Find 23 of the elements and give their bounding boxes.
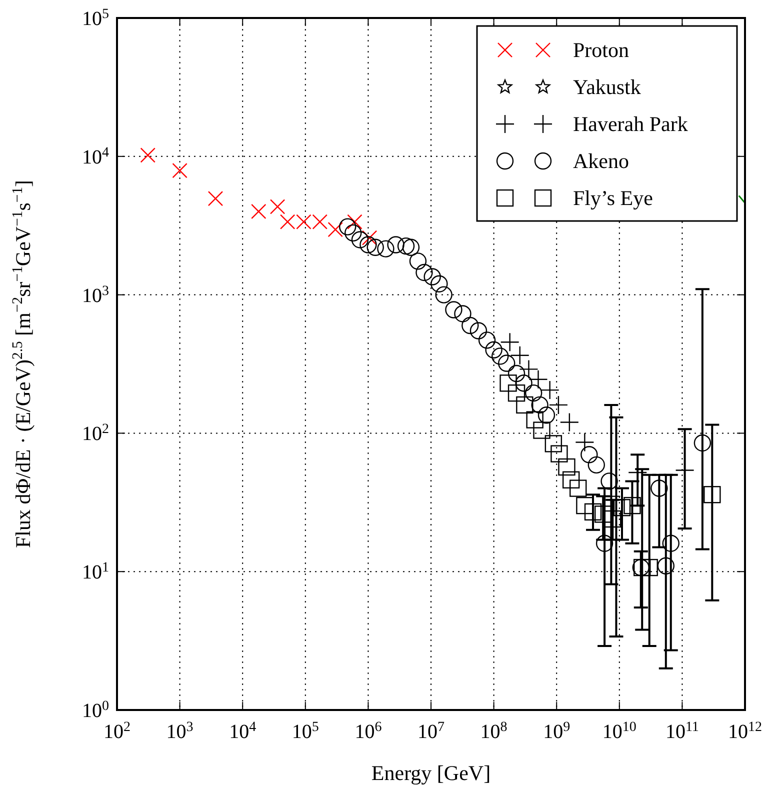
x-tick-label: 10$^{4}$: [229, 720, 256, 743]
legend-label: Haverah Park: [573, 112, 688, 136]
x-tick-label: 10$^{8}$: [480, 720, 508, 743]
x-tick-label: 10$^{5}$: [292, 720, 319, 743]
legend-label: Fly’s Eye: [573, 186, 653, 210]
y-tick-label: 10$^{1}$: [82, 560, 109, 584]
legend-label: Proton: [573, 38, 630, 62]
y-tick-label: 10$^{4}$: [82, 144, 109, 168]
y-tick-label: 10$^{2}$: [82, 422, 109, 446]
x-tick-label: 10$^{3}$: [166, 720, 194, 743]
x-tick-label: 10$^{9}$: [543, 720, 570, 743]
y-tick-label: 10$^{0}$: [82, 698, 109, 722]
x-axis-title: Energy [GeV]: [371, 761, 491, 785]
x-tick-label: 10$^{12}$: [728, 720, 762, 743]
x-tick-label: 10$^{7}$: [418, 720, 444, 743]
legend-label: Yakustk: [573, 75, 642, 99]
x-tick-label: 10$^{10}$: [602, 720, 636, 743]
x-tick-label: 10$^{11}$: [665, 720, 699, 743]
y-tick-label: 10$^{3}$: [82, 283, 109, 307]
y-tick-label: 10$^{5}$: [82, 6, 109, 30]
x-tick-label: 10$^{6}$: [354, 720, 382, 743]
legend-label: Akeno: [573, 149, 629, 173]
x-tick-label: 10$^{2}$: [104, 720, 130, 743]
